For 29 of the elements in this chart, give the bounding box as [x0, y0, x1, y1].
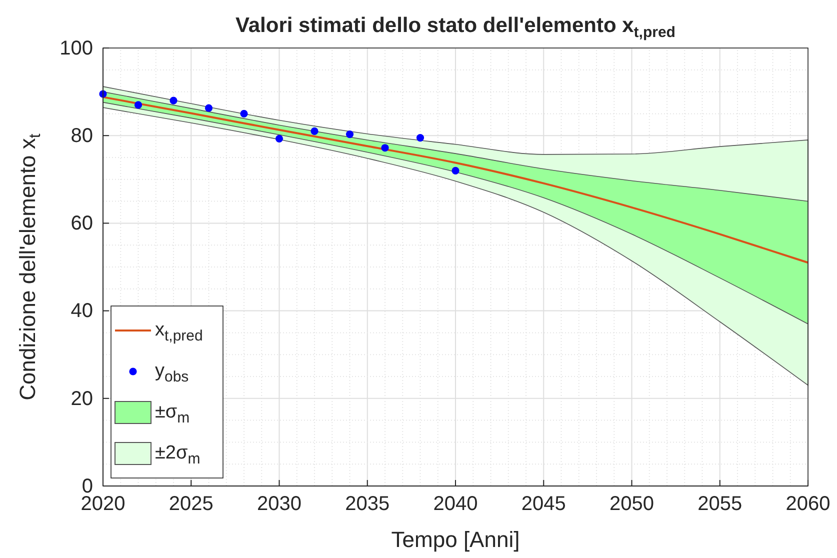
y-tick-label: 20 — [70, 388, 93, 410]
x-tick-label: 2040 — [433, 493, 478, 516]
x-axis-title: Tempo [Anni] — [391, 527, 520, 552]
x-tick-label: 2060 — [786, 493, 830, 516]
point — [204, 104, 213, 112]
point — [381, 144, 389, 152]
legend-label: ±2σ$_{m}$ — [155, 442, 200, 467]
x-tick-label: 2025 — [168, 493, 214, 516]
y-tick-label: 40 — [70, 300, 93, 322]
y-tick-label: 80 — [70, 125, 93, 147]
x-tick-label: 2045 — [521, 493, 566, 516]
x-tick-label: 2035 — [345, 493, 390, 516]
x-tick-label: 2030 — [257, 493, 302, 516]
point — [310, 127, 318, 136]
x-tick-label: 2055 — [698, 493, 742, 516]
y-tick-label: 60 — [70, 212, 93, 235]
x-tick-label: 2050 — [610, 493, 654, 516]
legend-label: y$_{obs}$ — [155, 360, 189, 385]
point — [452, 166, 460, 174]
legend-label: x$_{t,pred}$ — [155, 320, 203, 344]
y-tick-label: 100 — [60, 37, 93, 60]
point — [240, 110, 248, 118]
point — [170, 96, 178, 104]
legend-label: ±σ$_{m}$ — [155, 402, 190, 426]
point — [134, 101, 142, 109]
point — [416, 134, 424, 142]
point — [346, 130, 354, 138]
chart-title: Valori stimati dello stato dell'elemento x$_{t,pred}$ — [236, 14, 676, 40]
point — [275, 134, 284, 142]
